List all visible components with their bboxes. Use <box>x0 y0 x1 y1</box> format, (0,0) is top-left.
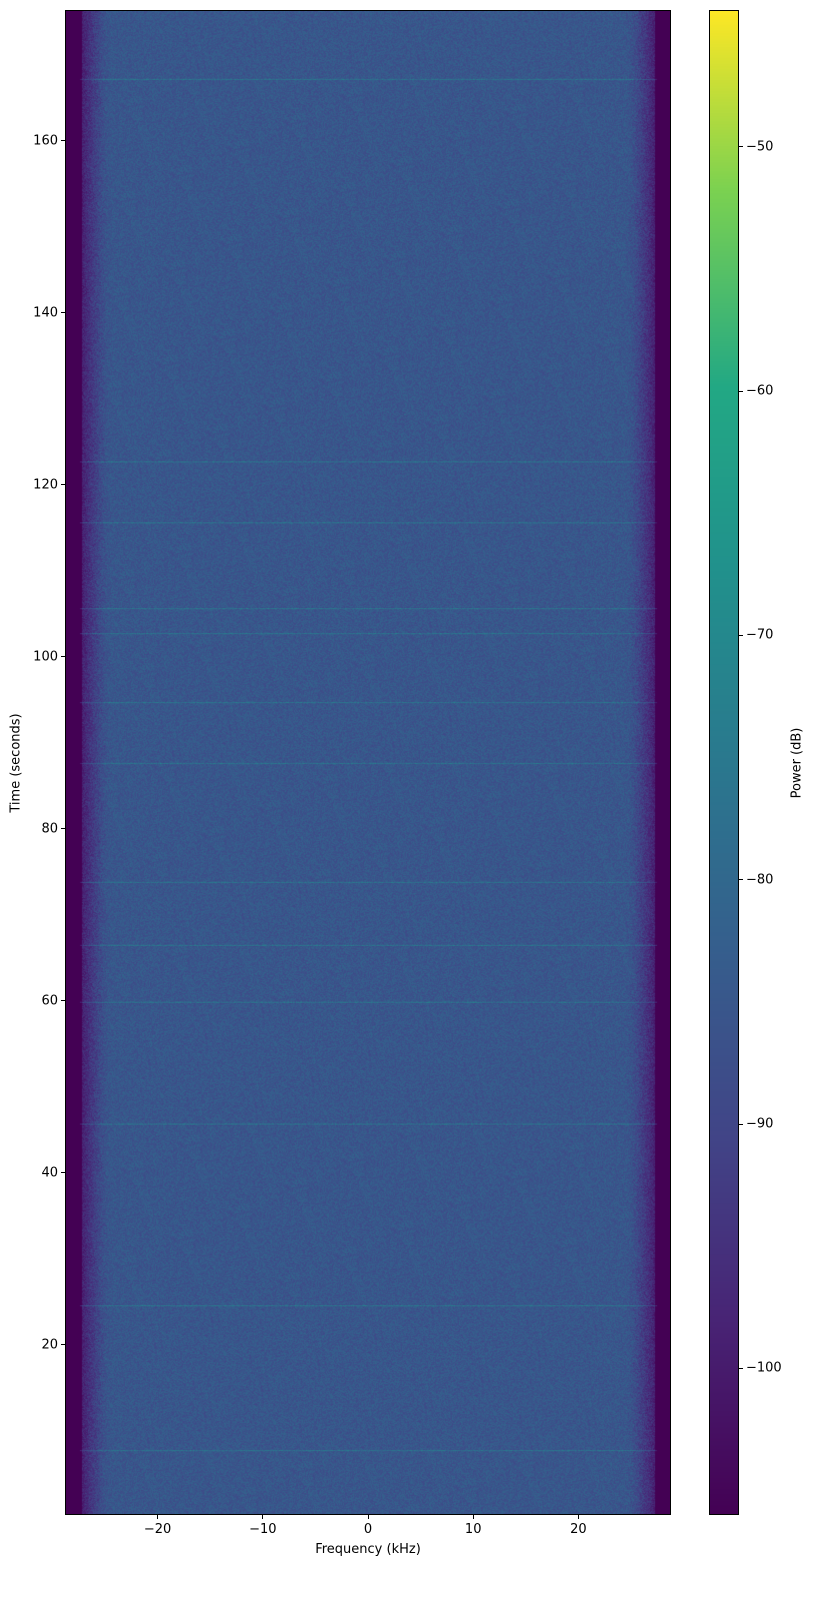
colorbar-tick-label: −100 <box>746 1360 782 1376</box>
y-tick-mark <box>61 1000 65 1002</box>
y-tick-label: 100 <box>33 649 58 665</box>
colorbar-tick-label: −90 <box>746 1116 774 1132</box>
spectrogram-plot-area <box>65 10 671 1515</box>
colorbar-tick-mark <box>739 146 743 148</box>
colorbar-tick-mark <box>739 1367 743 1369</box>
x-axis-label: Frequency (kHz) <box>315 1542 421 1557</box>
y-tick-mark <box>61 1172 65 1174</box>
colorbar-tick-label: −70 <box>746 627 774 643</box>
colorbar-tick-mark <box>739 634 743 636</box>
x-tick-label: −20 <box>143 1522 172 1537</box>
x-tick-label: 10 <box>464 1522 482 1537</box>
colorbar-tick-mark <box>739 879 743 881</box>
x-tick-mark <box>262 1515 264 1519</box>
x-tick-mark <box>367 1515 369 1519</box>
y-tick-label: 20 <box>41 1337 58 1353</box>
y-tick-label: 80 <box>41 821 58 837</box>
colorbar <box>709 10 739 1515</box>
x-tick-label: 0 <box>363 1522 373 1537</box>
y-tick-mark <box>61 828 65 830</box>
spectrogram-heatmap <box>66 11 670 1514</box>
y-tick-mark <box>61 140 65 142</box>
colorbar-tick-label: −50 <box>746 139 774 155</box>
colorbar-gradient <box>710 11 738 1514</box>
y-tick-label: 60 <box>41 993 58 1009</box>
x-tick-label: −10 <box>249 1522 277 1537</box>
colorbar-tick-mark <box>739 390 743 392</box>
y-tick-mark <box>61 484 65 486</box>
y-tick-label: 40 <box>41 1165 58 1181</box>
colorbar-label: Power (dB) <box>789 727 805 799</box>
colorbar-tick-label: −60 <box>746 383 774 399</box>
y-axis-label: Time (seconds) <box>8 713 24 813</box>
x-tick-mark <box>157 1515 159 1519</box>
x-tick-label: 20 <box>570 1522 587 1537</box>
y-tick-mark <box>61 656 65 658</box>
y-tick-label: 160 <box>33 133 58 149</box>
y-tick-label: 140 <box>33 305 58 321</box>
colorbar-tick-mark <box>739 1123 743 1125</box>
colorbar-tick-label: −80 <box>746 872 774 888</box>
x-tick-mark <box>472 1515 474 1519</box>
y-tick-mark <box>61 312 65 314</box>
x-tick-mark <box>577 1515 579 1519</box>
y-tick-label: 120 <box>33 477 58 493</box>
y-tick-mark <box>61 1344 65 1346</box>
